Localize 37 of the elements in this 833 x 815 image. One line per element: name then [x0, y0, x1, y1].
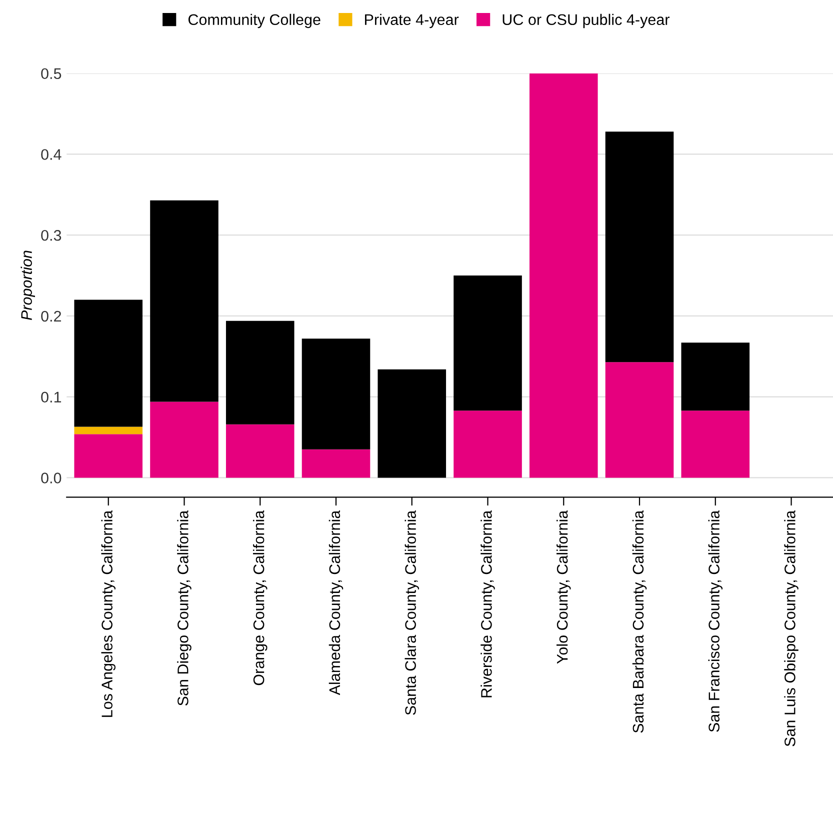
x-tick-label: San Luis Obispo County, California: [784, 510, 798, 746]
legend-label: Community College: [188, 14, 320, 28]
y-tick-label: 0.5: [41, 68, 62, 80]
y-tick-label: 0.2: [41, 310, 62, 322]
bar: [74, 300, 143, 427]
x-tick-label: Santa Clara County, California: [404, 510, 419, 715]
bar: [74, 434, 143, 478]
x-tick-label: Riverside County, California: [480, 510, 495, 698]
bar: [454, 410, 522, 478]
bar: [150, 200, 218, 402]
y-tick-label: 0.0: [41, 472, 62, 484]
x-tick-label: Orange County, California: [253, 510, 268, 686]
bar: [302, 449, 370, 478]
bar: [226, 320, 294, 424]
x-tick-label: San Francisco County, California: [708, 510, 723, 732]
y-tick-label: 0.4: [41, 149, 62, 160]
x-tick-label: Los Angeles County, California: [101, 510, 116, 717]
bar: [681, 342, 750, 411]
bar: [74, 426, 143, 434]
bar: [605, 362, 674, 478]
bar: [150, 402, 218, 478]
legend-label: Private 4-year: [365, 14, 459, 28]
bar: [529, 73, 598, 478]
bar: [302, 338, 370, 450]
bar: [378, 369, 446, 478]
bar: [605, 132, 674, 362]
bar: [454, 276, 522, 411]
x-tick-label: Santa Barbara County, California: [632, 510, 647, 733]
y-tick-label: 0.1: [41, 392, 62, 403]
x-tick-label: San Diego County, California: [177, 510, 192, 706]
x-tick-label: Alameda County, California: [328, 510, 344, 696]
legend-label: UC or CSU public 4-year: [502, 14, 670, 28]
bar: [226, 424, 294, 478]
x-tick-label: Yolo County, California: [556, 510, 571, 664]
bar: [681, 410, 750, 478]
y-axis-title: Proportion: [20, 250, 35, 320]
y-tick-label: 0.3: [41, 230, 62, 241]
